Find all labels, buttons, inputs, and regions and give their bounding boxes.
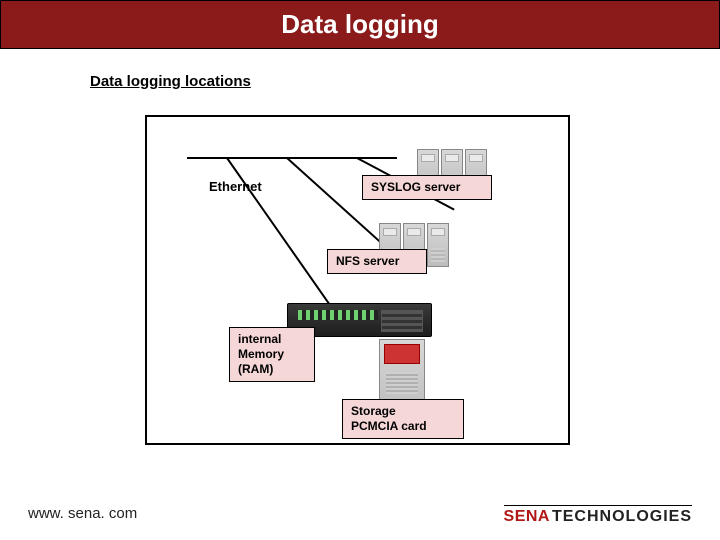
ram-line3: (RAM) — [238, 362, 273, 376]
ram-line1: internal — [238, 332, 281, 346]
pcmcia-line1: Storage — [351, 404, 396, 418]
ram-line2: Memory — [238, 347, 284, 361]
logo-rest: TECHNOLOGIES — [552, 508, 692, 525]
nfs-label-box: NFS server — [327, 249, 427, 274]
footer-url: www. sena. com — [28, 505, 137, 522]
footer-logo: SENATECHNOLOGIES — [504, 505, 692, 526]
logo-brand: SENA — [504, 508, 550, 525]
syslog-label: SYSLOG server — [371, 180, 460, 194]
ram-label-box: internal Memory (RAM) — [229, 327, 315, 382]
syslog-label-box: SYSLOG server — [362, 175, 492, 200]
section-subtitle: Data logging locations — [90, 73, 720, 90]
ethernet-trunk-line — [187, 157, 397, 159]
pcmcia-card-icon — [379, 339, 425, 401]
ethernet-label: Ethernet — [209, 179, 262, 194]
pcmcia-label-box: Storage PCMCIA card — [342, 399, 464, 439]
pcmcia-line2: PCMCIA card — [351, 419, 427, 433]
page-title: Data logging — [281, 9, 438, 39]
diagram-frame: Ethernet SYSLOG server NFS server intern… — [145, 115, 570, 445]
title-bar: Data logging — [0, 0, 720, 49]
nfs-label: NFS server — [336, 254, 399, 268]
